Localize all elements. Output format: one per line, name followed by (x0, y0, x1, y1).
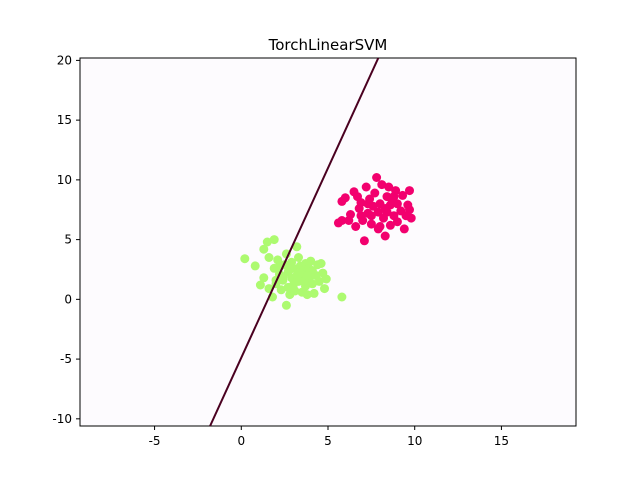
data-point-series-2 (385, 220, 395, 230)
data-point-series-2 (363, 199, 373, 209)
data-point-series-2 (370, 188, 380, 198)
data-point-series-1 (337, 292, 347, 302)
data-point-series-2 (353, 192, 362, 202)
data-point-series-2 (380, 231, 390, 241)
data-point-series-1 (294, 253, 303, 262)
y-tick-label: 5 (64, 233, 72, 247)
data-point-series-2 (344, 216, 354, 225)
data-point-series-2 (351, 222, 361, 231)
data-point-series-2 (392, 217, 402, 227)
data-point-series-2 (389, 192, 399, 202)
x-tick-label: 10 (407, 434, 422, 448)
data-point-series-2 (366, 219, 376, 229)
data-point-series-2 (398, 190, 408, 200)
data-point-series-2 (372, 173, 382, 182)
data-point-series-1 (314, 276, 324, 286)
data-point-series-1 (281, 300, 291, 310)
data-point-series-1 (320, 284, 329, 294)
data-point-series-1 (316, 259, 326, 268)
data-point-series-2 (382, 207, 392, 217)
y-tick-label: -5 (60, 352, 72, 366)
data-point-series-1 (302, 290, 312, 300)
y-tick-label: 15 (57, 113, 72, 127)
data-point-series-2 (375, 222, 385, 231)
data-point-series-1 (259, 273, 269, 283)
points-layer (240, 173, 416, 310)
plot-area (79, 57, 577, 427)
data-point-series-2 (405, 205, 414, 215)
data-point-series-1 (240, 254, 250, 264)
data-point-series-1 (295, 268, 305, 278)
data-point-series-2 (361, 182, 371, 192)
data-point-series-1 (292, 242, 302, 252)
data-point-series-1 (288, 284, 298, 294)
x-tick-label: 0 (237, 434, 245, 448)
data-point-series-2 (366, 211, 376, 221)
y-tick-label: -10 (52, 412, 72, 426)
data-point-series-2 (356, 211, 366, 221)
data-point-series-2 (377, 180, 387, 190)
axis-layer: -5 0 5 10 15 -10 -5 0 5 10 15 20 (52, 53, 509, 448)
data-point-series-2 (337, 216, 347, 225)
data-point-series-1 (276, 285, 286, 295)
data-point-series-1 (262, 237, 272, 247)
data-point-series-1 (306, 256, 316, 266)
y-tick-label: 10 (57, 173, 72, 187)
data-point-series-1 (302, 271, 312, 280)
data-point-series-1 (255, 280, 265, 290)
chart-title: TorchLinearSVM (268, 36, 388, 54)
decision-boundary-line (209, 58, 380, 426)
data-point-series-2 (340, 193, 350, 203)
data-point-series-2 (406, 213, 416, 223)
data-point-series-2 (392, 199, 402, 209)
data-point-series-1 (273, 255, 283, 265)
data-point-series-2 (359, 236, 369, 246)
data-point-series-1 (250, 261, 260, 271)
x-tick-label: 5 (324, 434, 332, 448)
y-tick-label: 20 (57, 53, 72, 67)
data-point-series-1 (321, 274, 331, 284)
x-tick-label: 15 (494, 434, 509, 448)
data-point-series-1 (269, 235, 279, 245)
data-point-series-1 (285, 265, 295, 274)
data-point-series-2 (405, 186, 414, 196)
data-point-series-1 (307, 279, 317, 289)
data-point-series-1 (309, 288, 319, 298)
data-point-series-2 (384, 182, 394, 192)
x-tick-label: -5 (149, 434, 161, 448)
data-point-series-1 (264, 253, 274, 262)
y-tick-label: 0 (64, 292, 72, 306)
data-point-series-2 (399, 224, 409, 234)
data-point-series-1 (278, 272, 288, 282)
decision-boundary-layer (209, 58, 380, 426)
data-point-series-1 (259, 244, 269, 254)
data-point-series-2 (373, 207, 383, 217)
